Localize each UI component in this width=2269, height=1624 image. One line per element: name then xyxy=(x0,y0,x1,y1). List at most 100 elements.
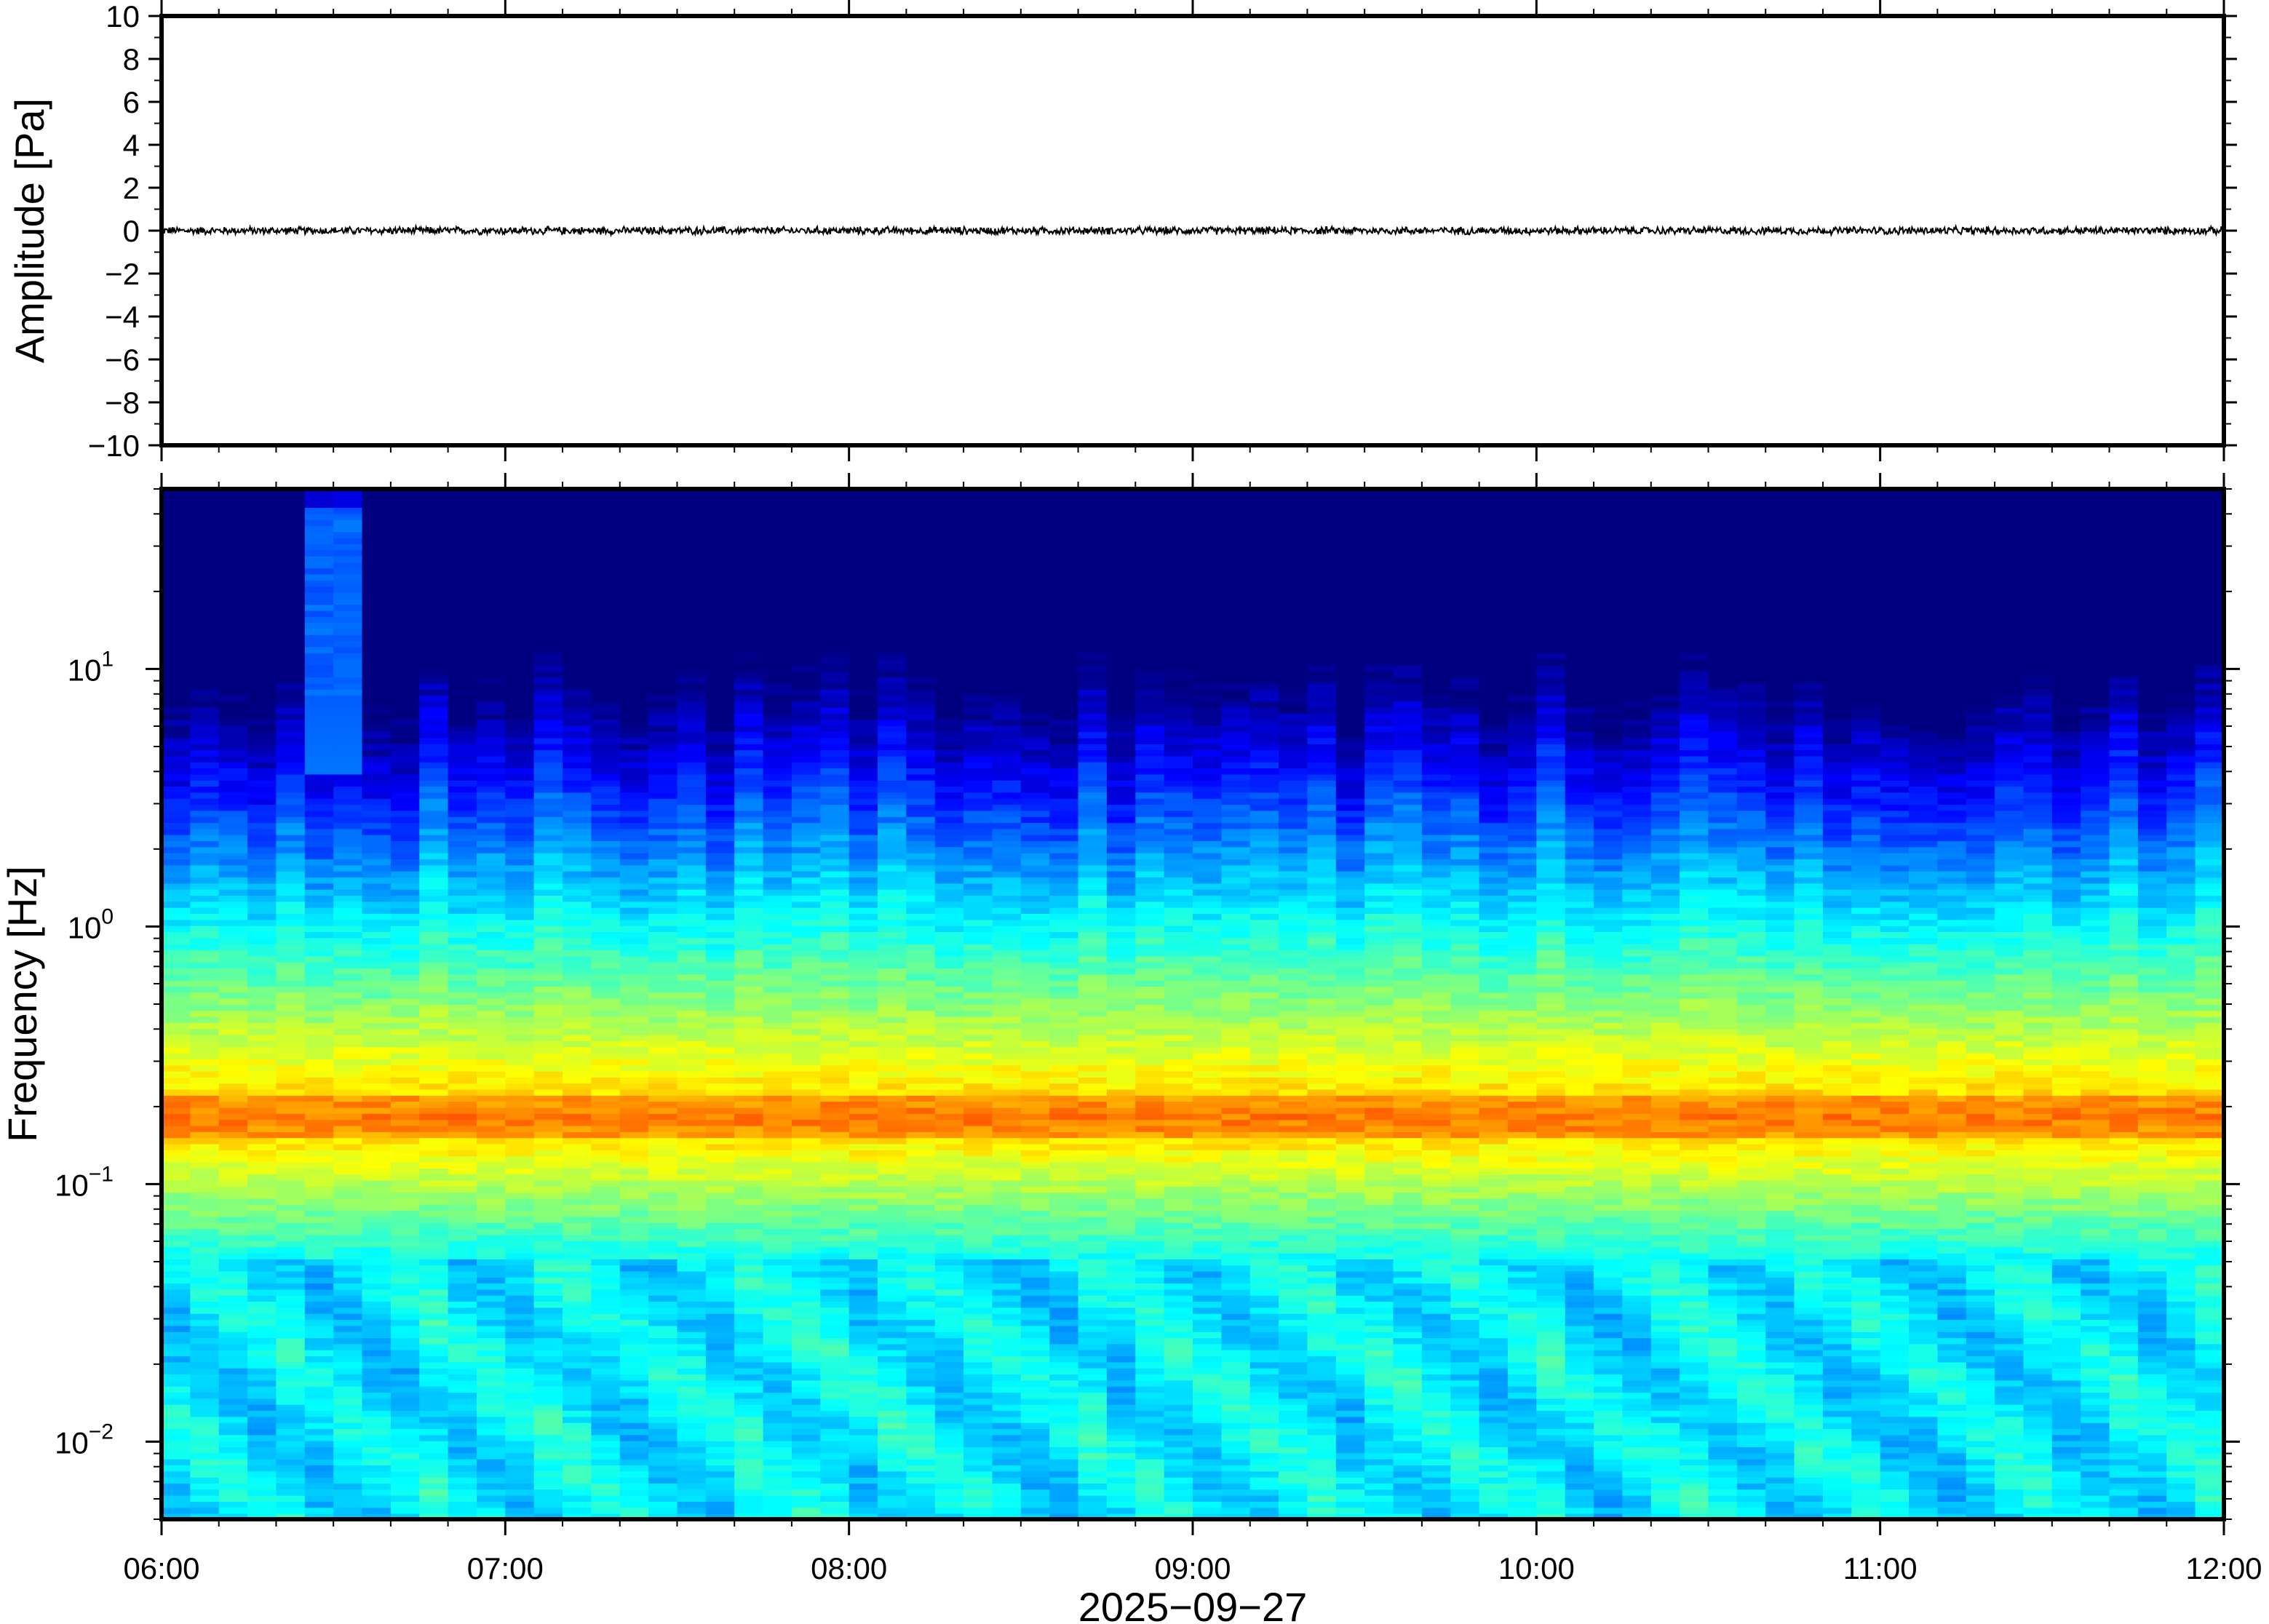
spectrogram-cell xyxy=(791,846,822,853)
spectrogram-cell xyxy=(477,1179,506,1187)
spectrogram-cell xyxy=(333,864,363,872)
spectrogram-cell xyxy=(448,1343,477,1350)
spectrogram-cell xyxy=(934,1446,965,1454)
spectrogram-cell xyxy=(448,810,477,817)
spectrogram-cell xyxy=(591,834,621,842)
spectrogram-cell xyxy=(619,1446,650,1454)
spectrogram-cell xyxy=(906,640,936,648)
spectrogram-cell xyxy=(304,1155,335,1163)
spectrogram-cell xyxy=(734,701,764,708)
spectrogram-cell xyxy=(505,1349,535,1357)
spectrogram-cell xyxy=(304,1428,335,1436)
spectrogram-cell xyxy=(820,834,850,842)
spectrogram-cell xyxy=(619,1307,650,1314)
spectrogram-cell xyxy=(162,1361,191,1369)
spectrogram-cell xyxy=(304,701,335,708)
spectrogram-cell xyxy=(419,1276,449,1284)
spectrogram-cell xyxy=(849,822,879,829)
spectrogram-cell xyxy=(247,1392,277,1399)
spectrogram-cell xyxy=(390,1064,421,1072)
spectrogram-cell xyxy=(591,1022,621,1030)
spectrogram-cell xyxy=(934,1398,965,1405)
spectrogram-cell xyxy=(533,992,564,999)
spectrogram-cell xyxy=(763,682,792,690)
spectrogram-cell xyxy=(791,725,822,733)
spectrogram-cell xyxy=(820,1392,850,1399)
spectrogram-cell xyxy=(648,489,678,496)
spectrogram-cell xyxy=(448,1483,477,1490)
spectrogram-cell xyxy=(906,1356,936,1363)
spectrogram-cell xyxy=(849,1289,879,1296)
spectrogram-cell xyxy=(878,1222,907,1230)
spectrogram-cell xyxy=(218,1398,249,1405)
spectrogram-cell xyxy=(477,628,506,635)
spectrogram-cell xyxy=(304,1046,335,1054)
spectrogram-cell xyxy=(791,682,822,690)
spectrogram-cell xyxy=(849,895,879,902)
spectrogram-cell xyxy=(878,1022,907,1030)
spectrogram-cell xyxy=(505,919,535,926)
spectrogram-cell xyxy=(362,1483,392,1490)
spectrogram-cell xyxy=(247,1470,277,1478)
spectrogram-cell xyxy=(705,773,736,781)
spectrogram-cell xyxy=(190,701,220,708)
spectrogram-cell xyxy=(390,1167,421,1175)
spectrogram-cell xyxy=(963,1059,993,1066)
spectrogram-cell xyxy=(505,1052,535,1059)
spectrogram-cell xyxy=(563,1088,592,1096)
spectrogram-cell xyxy=(448,537,477,544)
spectrogram-cell xyxy=(849,1337,879,1345)
spectrogram-cell xyxy=(878,852,907,860)
spectrogram-cell xyxy=(791,998,822,1005)
spectrogram-cell xyxy=(218,1101,249,1108)
spectrogram-cell xyxy=(362,822,392,829)
waveform-y-tick-label: 10 xyxy=(106,0,140,33)
spectrogram-cell xyxy=(218,1143,249,1150)
spectrogram-cell xyxy=(934,749,965,757)
spectrogram-cell xyxy=(791,604,822,611)
spectrogram-cell xyxy=(619,1016,650,1023)
spectrogram-cell xyxy=(448,907,477,914)
spectrogram-cell xyxy=(448,816,477,824)
spectrogram-cell xyxy=(734,568,764,575)
spectrogram-cell xyxy=(677,1022,707,1030)
spectrogram-cell xyxy=(563,513,592,520)
spectrogram-cell xyxy=(276,943,306,950)
spectrogram-cell xyxy=(591,1319,621,1326)
spectrogram-cell xyxy=(878,1404,907,1411)
spectrogram-cell xyxy=(477,931,506,939)
spectrogram-cell xyxy=(648,1034,678,1041)
spectrogram-cell xyxy=(906,1155,936,1163)
spectrogram-cell xyxy=(276,852,306,860)
spectrogram-cell xyxy=(563,1458,592,1465)
spectrogram-cell xyxy=(505,1198,535,1205)
spectrogram-cell xyxy=(162,901,191,908)
spectrogram-cell xyxy=(505,1385,535,1393)
spectrogram-cell xyxy=(563,682,592,690)
spectrogram-cell xyxy=(390,646,421,653)
spectrogram-cell xyxy=(591,1161,621,1169)
spectrogram-cell xyxy=(934,586,965,593)
spectrogram-cell xyxy=(477,737,506,744)
spectrogram-cell xyxy=(218,1112,249,1121)
spectrogram-cell xyxy=(505,1270,535,1278)
spectrogram-cell xyxy=(934,1119,965,1126)
spectrogram-cell xyxy=(218,1216,249,1223)
spectrogram-cell xyxy=(247,1307,277,1314)
spectrogram-cell xyxy=(763,664,792,672)
spectrogram-cell xyxy=(619,634,650,642)
spectrogram-cell xyxy=(533,1331,564,1339)
spectrogram-cell xyxy=(333,1137,363,1145)
spectrogram-cell xyxy=(505,1361,535,1369)
spectrogram-cell xyxy=(247,749,277,757)
spectrogram-cell xyxy=(791,1028,822,1035)
spectrogram-cell xyxy=(849,1028,879,1035)
spectrogram-cell xyxy=(705,719,736,726)
spectrogram-cell xyxy=(791,797,822,805)
spectrogram-cell xyxy=(619,1465,650,1472)
spectrogram-cell xyxy=(505,1131,535,1139)
spectrogram-cell xyxy=(333,1210,363,1217)
spectrogram-cell xyxy=(304,1174,335,1181)
spectrogram-cell xyxy=(419,1294,449,1302)
spectrogram-cell xyxy=(276,544,306,551)
